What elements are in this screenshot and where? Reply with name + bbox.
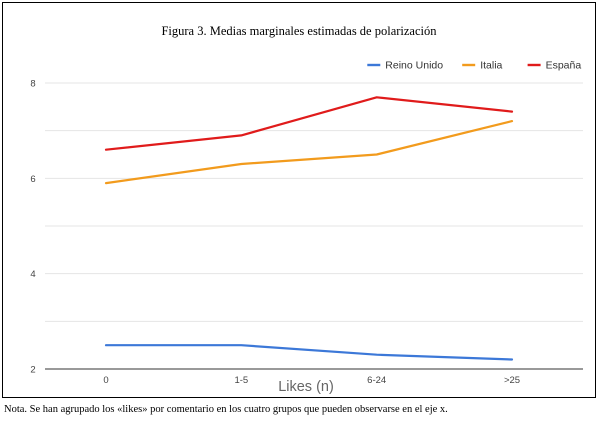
y-tick-label: 6 [30, 174, 35, 185]
x-tick-labels: 0 1-5 6-24 >25 [103, 375, 520, 386]
x-tick-label: 6-24 [367, 375, 386, 386]
x-tick-label: 0 [103, 375, 108, 386]
figure-frame: Figura 3. Medias marginales estimadas de… [2, 2, 596, 398]
chart-title: Figura 3. Medias marginales estimadas de… [161, 24, 437, 38]
x-axis-label: Likes (n) [278, 379, 334, 395]
y-tick-label: 2 [30, 365, 35, 376]
series-lines [104, 96, 514, 361]
y-tick-label: 4 [30, 269, 35, 280]
series-line-reino-unido [104, 344, 514, 361]
legend: España Italia Reino Unido [367, 60, 581, 72]
y-tick-label: 8 [30, 79, 35, 90]
x-tick-label: 1-5 [234, 375, 248, 386]
series-line-espana [104, 96, 514, 151]
figure-note: Nota. Se han agrupado los «likes» por co… [4, 404, 448, 415]
y-tick-labels: 2 4 6 8 [30, 79, 35, 376]
line-chart: Figura 3. Medias marginales estimadas de… [30, 24, 583, 395]
legend-label-espana: España [546, 60, 582, 72]
legend-label-reino-unido: Reino Unido [385, 60, 443, 72]
series-line-italia [104, 119, 514, 185]
x-tick-label: >25 [504, 375, 520, 386]
legend-label-italia: Italia [480, 60, 502, 72]
gridlines [45, 82, 583, 370]
